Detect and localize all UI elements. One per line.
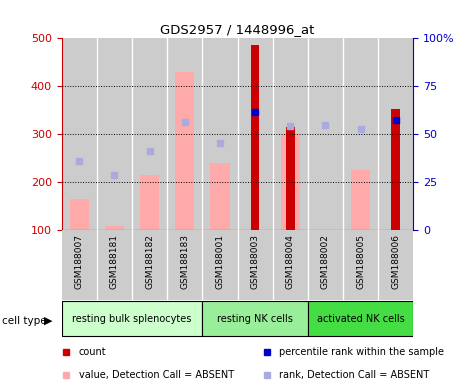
- Bar: [251, 45, 259, 230]
- Bar: [281, 134, 300, 230]
- Bar: [210, 163, 229, 230]
- Bar: [62, 301, 202, 336]
- Text: GSM188002: GSM188002: [321, 234, 330, 289]
- Bar: [378, 38, 413, 230]
- Bar: [62, 38, 97, 230]
- Text: GSM188006: GSM188006: [391, 234, 400, 289]
- Bar: [308, 38, 343, 230]
- Text: percentile rank within the sample: percentile rank within the sample: [279, 347, 445, 357]
- Text: GSM188182: GSM188182: [145, 234, 154, 289]
- Text: resting bulk splenocytes: resting bulk splenocytes: [72, 314, 192, 324]
- Text: cell type: cell type: [2, 316, 47, 326]
- Bar: [140, 175, 159, 230]
- Bar: [167, 38, 202, 230]
- Bar: [175, 72, 194, 230]
- Bar: [202, 38, 238, 230]
- Text: GSM188181: GSM188181: [110, 234, 119, 289]
- Text: ▶: ▶: [44, 316, 52, 326]
- Text: GSM188003: GSM188003: [251, 234, 259, 289]
- Bar: [97, 230, 132, 300]
- Bar: [62, 230, 97, 300]
- Bar: [343, 38, 378, 230]
- Bar: [273, 230, 308, 300]
- Bar: [97, 38, 132, 230]
- Bar: [238, 230, 273, 300]
- Bar: [286, 127, 294, 230]
- Text: rank, Detection Call = ABSENT: rank, Detection Call = ABSENT: [279, 370, 430, 380]
- Bar: [351, 170, 370, 230]
- Bar: [343, 230, 378, 300]
- Text: GSM188004: GSM188004: [286, 234, 294, 289]
- Bar: [238, 38, 273, 230]
- Bar: [391, 109, 400, 230]
- Text: GSM188005: GSM188005: [356, 234, 365, 289]
- Bar: [167, 230, 202, 300]
- Text: GSM188007: GSM188007: [75, 234, 84, 289]
- Bar: [308, 230, 343, 300]
- Bar: [273, 38, 308, 230]
- Text: value, Detection Call = ABSENT: value, Detection Call = ABSENT: [79, 370, 234, 380]
- Bar: [105, 225, 124, 230]
- Text: count: count: [79, 347, 106, 357]
- Text: resting NK cells: resting NK cells: [217, 314, 293, 324]
- Text: GSM188183: GSM188183: [180, 234, 189, 289]
- Bar: [202, 230, 238, 300]
- Bar: [378, 230, 413, 300]
- Bar: [132, 230, 167, 300]
- Bar: [132, 38, 167, 230]
- Text: activated NK cells: activated NK cells: [317, 314, 404, 324]
- Bar: [70, 199, 89, 230]
- Title: GDS2957 / 1448996_at: GDS2957 / 1448996_at: [160, 23, 314, 36]
- Bar: [202, 301, 308, 336]
- Text: GSM188001: GSM188001: [216, 234, 224, 289]
- Bar: [308, 301, 413, 336]
